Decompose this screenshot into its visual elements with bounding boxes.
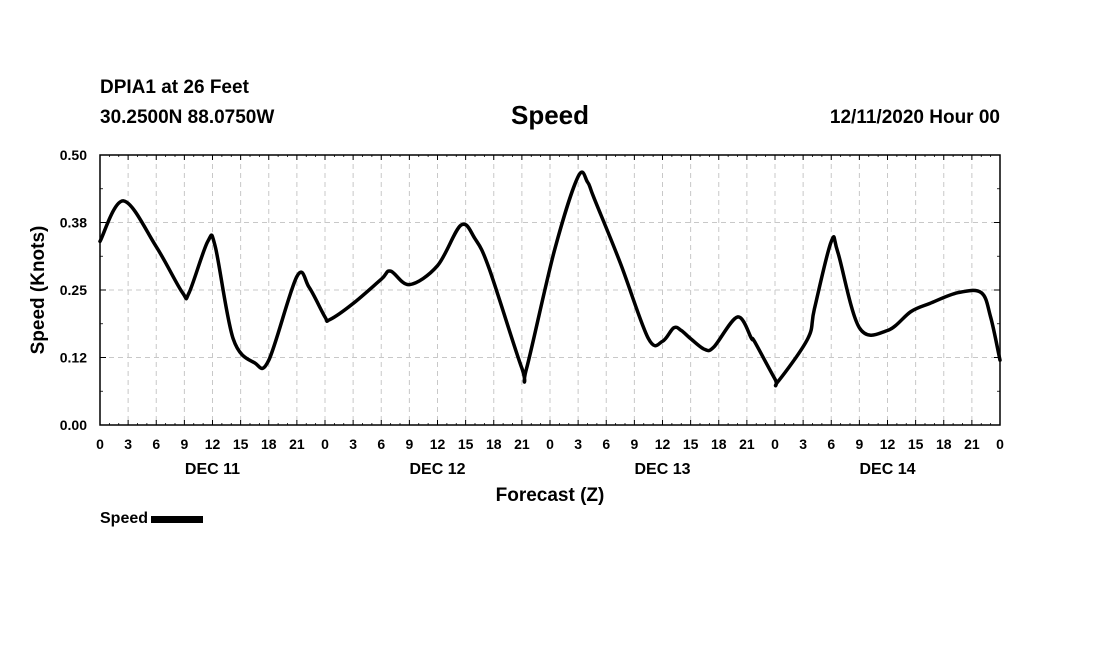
y-tick-label: 0.00 (60, 417, 87, 433)
x-tick-label: 21 (289, 436, 305, 452)
x-tick-label: 9 (405, 436, 413, 452)
station-label: DPIA1 at 26 Feet (100, 77, 249, 98)
x-tick-label: 15 (683, 436, 699, 452)
x-tick-label: 0 (321, 436, 329, 452)
x-tick-label: 6 (377, 436, 385, 452)
x-tick-label: 3 (574, 436, 582, 452)
x-axis-title: Forecast (Z) (496, 485, 605, 506)
y-tick-label: 0.25 (60, 282, 87, 298)
x-tick-label: 18 (936, 436, 952, 452)
x-tick-label: 0 (996, 436, 1004, 452)
x-tick-label: 12 (205, 436, 221, 452)
chart-labels: 0 3 6 9 12 15 18 21 0 3 6 9 12 15 18 21 0 3 6 9 12 15 18 21 0 3 6 9… (28, 147, 1004, 506)
x-tick-label: 3 (124, 436, 132, 452)
x-tick-label: 18 (261, 436, 277, 452)
x-tick-label: 9 (180, 436, 188, 452)
x-tick-label: 6 (602, 436, 610, 452)
plot-frame (99, 154, 1001, 426)
x-tick-label: 18 (486, 436, 502, 452)
x-tick-label: 3 (799, 436, 807, 452)
x-tick-label: 12 (655, 436, 671, 452)
y-tick-label: 0.12 (60, 350, 87, 366)
x-tick-label: 6 (827, 436, 835, 452)
x-tick-label: 9 (630, 436, 638, 452)
forecast-run-time: 12/11/2020 Hour 00 (829, 107, 1000, 128)
x-tick-label: 18 (711, 436, 727, 452)
x-tick-label: 0 (96, 436, 104, 452)
chart-series (98, 170, 1002, 388)
x-tick-label: 0 (546, 436, 554, 452)
chart-grid (100, 155, 1000, 425)
y-tick-label: 0.50 (60, 147, 87, 163)
day-label: DEC 13 (634, 461, 690, 478)
x-tick-label: 6 (152, 436, 160, 452)
x-tick-label: 0 (771, 436, 779, 452)
day-label: DEC 14 (859, 461, 915, 478)
x-tick-label: 12 (430, 436, 446, 452)
legend: Speed (100, 510, 204, 528)
x-tick-label: 21 (514, 436, 530, 452)
x-tick-label: 15 (233, 436, 249, 452)
station-coordinates: 30.2500N 88.0750W (100, 107, 275, 128)
legend-label: Speed (100, 510, 149, 527)
x-tick-label: 3 (349, 436, 357, 452)
x-tick-label: 15 (458, 436, 474, 452)
speed-series-line (98, 170, 1002, 388)
y-tick-label: 0.38 (60, 215, 87, 231)
x-tick-label: 21 (739, 436, 755, 452)
x-tick-label: 9 (855, 436, 863, 452)
x-tick-label: 12 (880, 436, 896, 452)
x-tick-label: 15 (908, 436, 924, 452)
y-axis-title: Speed (Knots) (28, 226, 49, 355)
chart-title: Speed (510, 100, 590, 130)
legend-line-swatch (151, 515, 204, 523)
day-label: DEC 12 (409, 461, 465, 478)
day-label: DEC 11 (185, 461, 240, 478)
x-tick-label: 21 (964, 436, 980, 452)
